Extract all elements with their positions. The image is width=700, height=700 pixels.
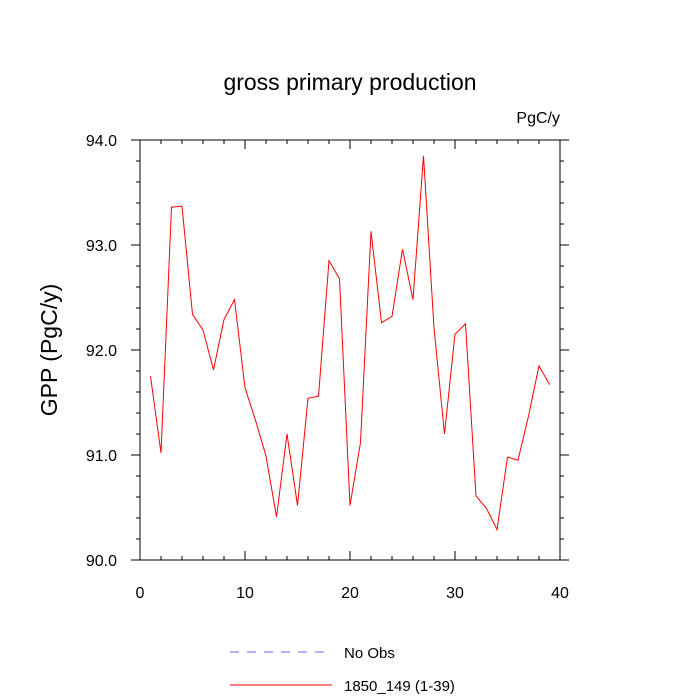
legend-label: No Obs	[344, 645, 395, 662]
units-label: PgC/y	[516, 110, 560, 127]
y-tick-label: 94.0	[86, 133, 117, 150]
y-tick-label: 90.0	[86, 553, 117, 570]
x-tick-label: 30	[446, 585, 464, 602]
x-tick-label: 20	[341, 585, 359, 602]
y-axis-label: GPP (PgC/y)	[36, 284, 62, 417]
legend: No Obs 1850_149 (1-39)	[230, 645, 455, 695]
series-layer	[150, 155, 550, 532]
legend-label: 1850_149 (1-39)	[344, 678, 455, 695]
chart-title: gross primary production	[223, 69, 476, 95]
y-tick-label: 91.0	[86, 448, 117, 465]
y-tick-label: 92.0	[86, 343, 117, 360]
y-tick-label: 93.0	[86, 238, 117, 255]
x-tick-label: 10	[236, 585, 254, 602]
x-tick-label: 40	[551, 585, 569, 602]
axis-tick-labels: 0 10 20 30 40 90.0 91.0 92.0 93.0 94.0	[86, 133, 569, 602]
series-line	[150, 155, 550, 532]
x-tick-label: 0	[136, 585, 145, 602]
axis-ticks	[131, 139, 569, 561]
